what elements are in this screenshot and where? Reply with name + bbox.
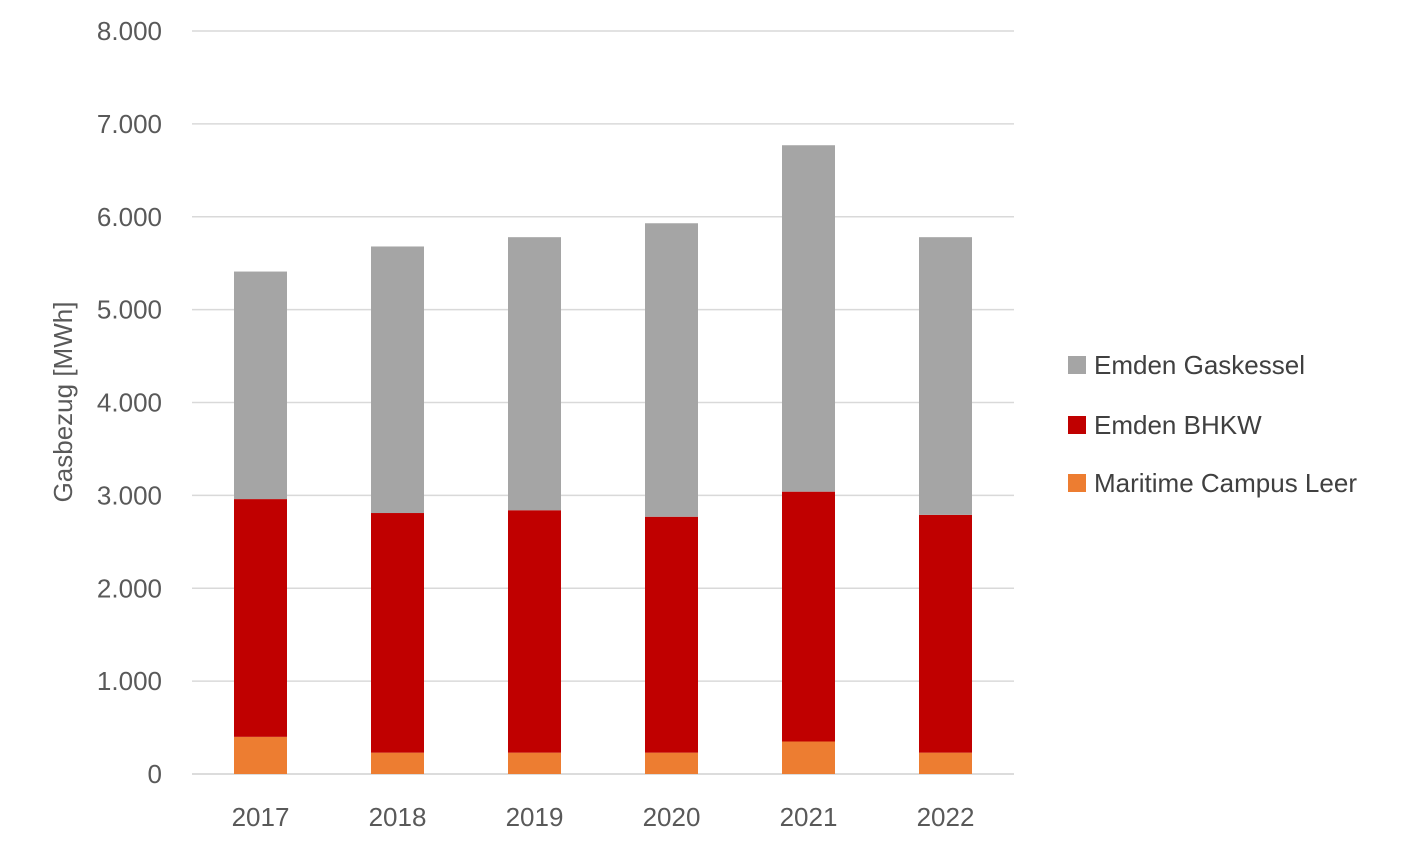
bar-emden-gaskessel-2017: [234, 271, 287, 500]
bar-maritime-campus-leer-2020: [645, 752, 698, 774]
legend-swatch: [1068, 474, 1086, 492]
bar-emden-gaskessel-2019: [508, 237, 561, 511]
legend: Emden Gaskessel Emden BHKW Maritime Campus…: [1068, 350, 1357, 498]
legend-label: Emden Gaskessel: [1094, 350, 1305, 380]
y-tick-label: 1.000: [97, 666, 162, 696]
bar-emden-gaskessel-2018: [371, 246, 424, 514]
bar-emden-gaskessel-2020: [645, 223, 698, 517]
x-tick-label: 2022: [917, 802, 975, 832]
y-axis-ticks: 0 1.000 2.000 3.000 4.000 5.000 6.000 7.000 8.00…: [97, 16, 162, 789]
bar-emden-bhkw-2017: [234, 499, 287, 737]
bar-emden-gaskessel-2021: [782, 145, 835, 492]
y-tick-label: 6.000: [97, 202, 162, 232]
bar-maritime-campus-leer-2022: [919, 752, 972, 774]
bar-emden-bhkw-2021: [782, 491, 835, 742]
bar-maritime-campus-leer-2018: [371, 752, 424, 774]
bar-emden-bhkw-2018: [371, 513, 424, 753]
x-tick-label: 2021: [780, 802, 838, 832]
bars: [234, 145, 972, 774]
x-tick-label: 2017: [232, 802, 290, 832]
x-axis-ticks: 2017 2018 2019 2020 2021 2022: [232, 802, 975, 832]
bar-emden-bhkw-2019: [508, 510, 561, 753]
legend-label: Maritime Campus Leer: [1094, 468, 1357, 498]
y-tick-label: 8.000: [97, 16, 162, 46]
y-axis-title: Gasbezug [MWh]: [48, 302, 78, 503]
legend-swatch: [1068, 356, 1086, 374]
bar-maritime-campus-leer-2021: [782, 741, 835, 774]
gridlines: [192, 30, 1014, 775]
x-tick-label: 2020: [643, 802, 701, 832]
x-tick-label: 2018: [369, 802, 427, 832]
y-tick-label: 7.000: [97, 109, 162, 139]
bar-maritime-campus-leer-2017: [234, 736, 287, 774]
y-tick-label: 0: [148, 759, 162, 789]
y-tick-label: 3.000: [97, 480, 162, 510]
legend-swatch: [1068, 416, 1086, 434]
y-tick-label: 5.000: [97, 295, 162, 325]
bar-emden-bhkw-2020: [645, 516, 698, 753]
bar-maritime-campus-leer-2019: [508, 752, 561, 774]
y-tick-label: 2.000: [97, 573, 162, 603]
legend-label: Emden BHKW: [1094, 410, 1262, 440]
x-tick-label: 2019: [506, 802, 564, 832]
bar-emden-gaskessel-2022: [919, 237, 972, 515]
bar-emden-bhkw-2022: [919, 514, 972, 753]
y-tick-label: 4.000: [97, 388, 162, 418]
